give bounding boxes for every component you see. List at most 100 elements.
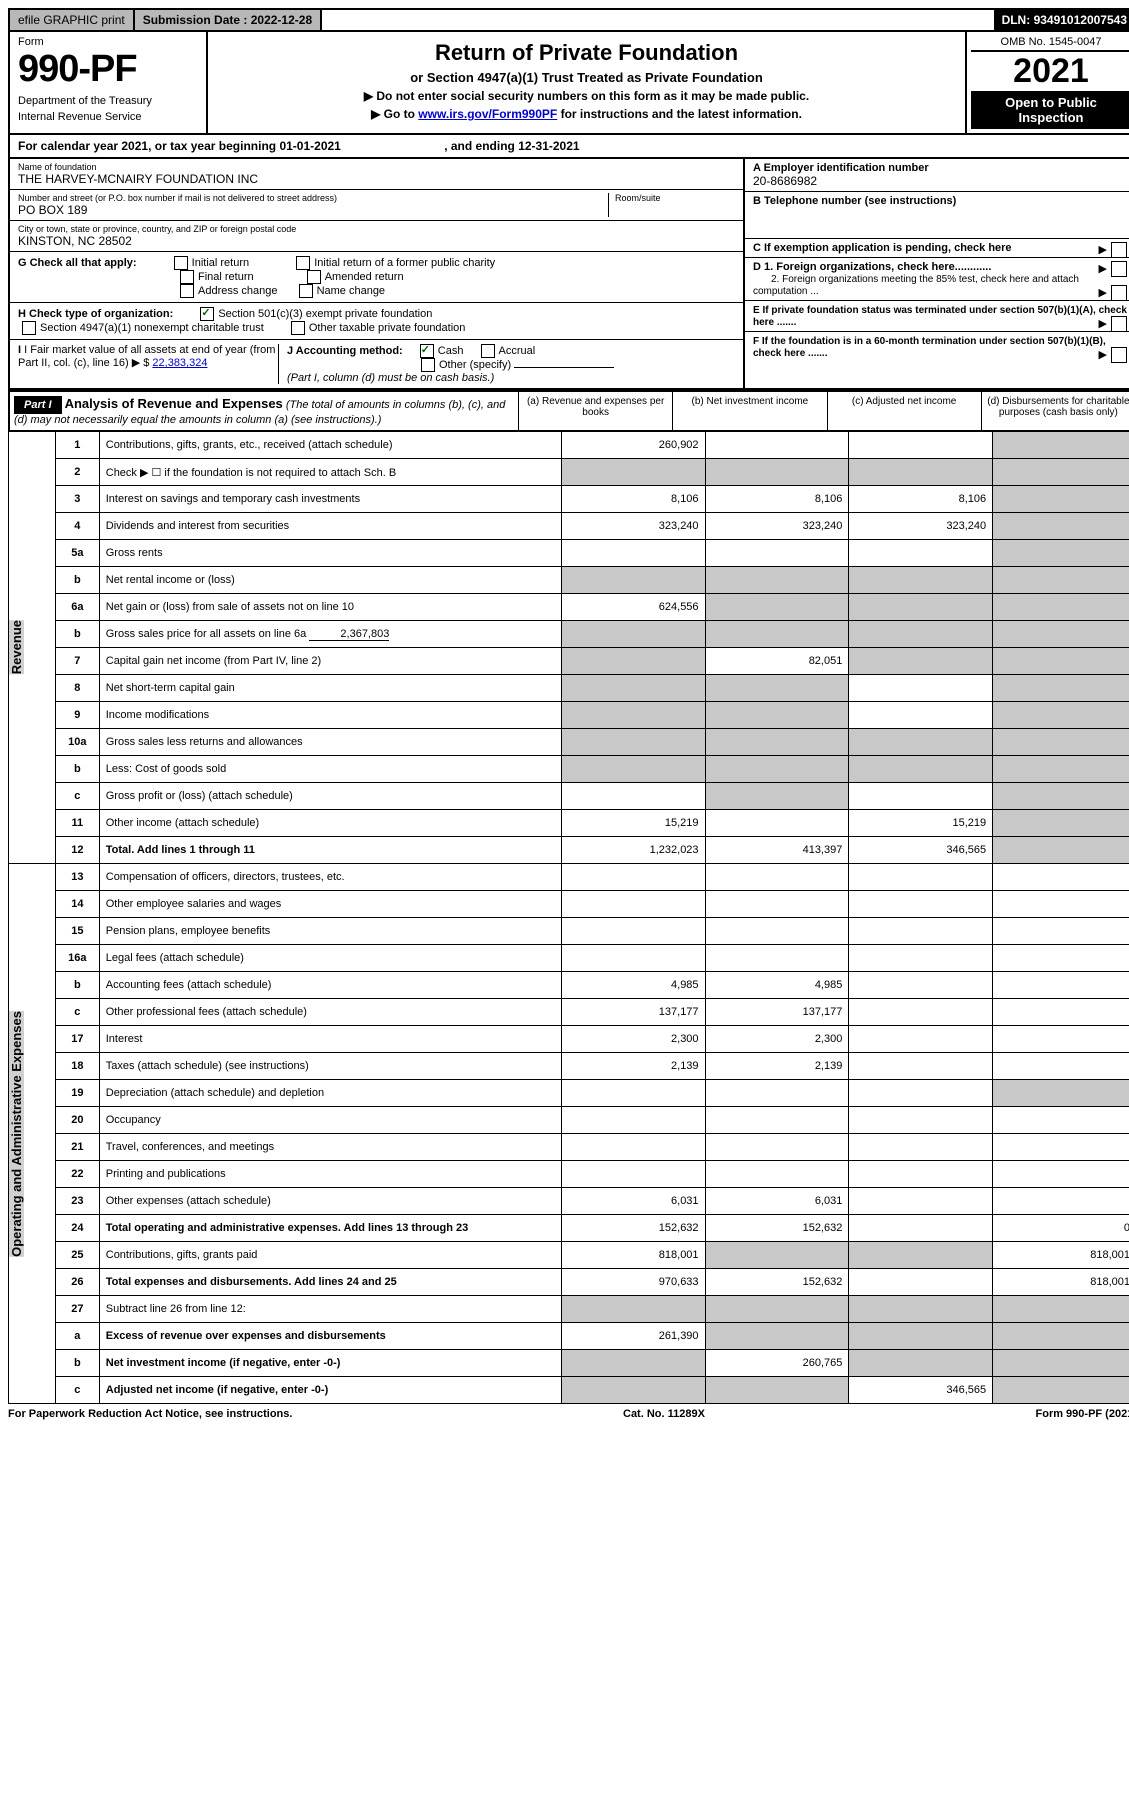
part1-badge: Part I (14, 396, 62, 414)
g-label: G Check all that apply: (18, 257, 137, 269)
amount-a (561, 1296, 705, 1323)
room-label: Room/suite (615, 193, 735, 203)
name-change-checkbox[interactable] (299, 284, 313, 298)
h-check-row: H Check type of organization: Section 50… (10, 303, 743, 340)
info-grid: Name of foundation THE HARVEY-MCNAIRY FO… (8, 159, 1129, 390)
amount-c (849, 783, 993, 810)
amount-d (993, 621, 1129, 648)
line-number: 8 (55, 675, 99, 702)
efile-print-button[interactable]: efile GRAPHIC print (10, 10, 135, 30)
tel-cell: B Telephone number (see instructions) (745, 192, 1129, 239)
line-number: 19 (55, 1080, 99, 1107)
fmv-link[interactable]: 22,383,324 (152, 357, 207, 369)
accrual-checkbox[interactable] (481, 344, 495, 358)
amount-b (705, 675, 849, 702)
line-description: Net rental income or (loss) (99, 567, 561, 594)
c-checkbox[interactable] (1111, 242, 1127, 258)
amount-d (993, 999, 1129, 1026)
line-number: 10a (55, 729, 99, 756)
line-description: Total expenses and disbursements. Add li… (99, 1269, 561, 1296)
table-row: 23Other expenses (attach schedule)6,0316… (9, 1188, 1129, 1215)
h-opt-1: Section 4947(a)(1) nonexempt charitable … (40, 322, 264, 334)
dln-label: DLN: (1002, 13, 1034, 27)
amount-d (993, 783, 1129, 810)
d1-checkbox[interactable] (1111, 261, 1127, 277)
initial-return-checkbox[interactable] (174, 256, 188, 270)
amount-b (705, 1107, 849, 1134)
col-d-header: (d) Disbursements for charitable purpose… (981, 392, 1129, 430)
line-description: Contributions, gifts, grants, etc., rece… (99, 432, 561, 459)
goto-post: for instructions and the latest informat… (557, 107, 802, 121)
amount-b: 2,300 (705, 1026, 849, 1053)
amount-c (849, 972, 993, 999)
irs-link[interactable]: www.irs.gov/Form990PF (418, 107, 557, 121)
amount-a: 261,390 (561, 1323, 705, 1350)
address-change-checkbox[interactable] (180, 284, 194, 298)
4947-checkbox[interactable] (22, 321, 36, 335)
ein-value: 20-8686982 (753, 174, 1127, 188)
amended-return-checkbox[interactable] (307, 270, 321, 284)
amount-a: 6,031 (561, 1188, 705, 1215)
cash-checkbox[interactable] (420, 344, 434, 358)
amount-b: 137,177 (705, 999, 849, 1026)
line-description: Capital gain net income (from Part IV, l… (99, 648, 561, 675)
line-description: Accounting fees (attach schedule) (99, 972, 561, 999)
line-number: b (55, 567, 99, 594)
line-description: Contributions, gifts, grants paid (99, 1242, 561, 1269)
e-checkbox[interactable] (1111, 316, 1127, 332)
amount-a (561, 540, 705, 567)
amount-b (705, 1323, 849, 1350)
501c3-checkbox[interactable] (200, 307, 214, 321)
calendar-year-row: For calendar year 2021, or tax year begi… (8, 135, 1129, 159)
line-description: Gross sales price for all assets on line… (99, 621, 561, 648)
g-opt-2: Address change (198, 285, 278, 297)
amount-c (849, 675, 993, 702)
amount-a (561, 675, 705, 702)
h-opt-2: Other taxable private foundation (309, 322, 466, 334)
amount-a (561, 567, 705, 594)
ein-cell: A Employer identification number 20-8686… (745, 159, 1129, 192)
amount-b (705, 783, 849, 810)
initial-former-checkbox[interactable] (296, 256, 310, 270)
amount-b (705, 1080, 849, 1107)
amount-b (705, 918, 849, 945)
foundation-name: THE HARVEY-MCNAIRY FOUNDATION INC (18, 172, 735, 186)
line-number: b (55, 621, 99, 648)
amount-d (993, 837, 1129, 864)
table-row: 14Other employee salaries and wages (9, 891, 1129, 918)
tax-year: 2021 (971, 52, 1129, 91)
j-label: J Accounting method: (287, 345, 403, 357)
table-row: cGross profit or (loss) (attach schedule… (9, 783, 1129, 810)
line-number: 7 (55, 648, 99, 675)
info-right: A Employer identification number 20-8686… (743, 159, 1129, 388)
d2-checkbox[interactable] (1111, 285, 1127, 301)
line-description: Other income (attach schedule) (99, 810, 561, 837)
amount-a (561, 702, 705, 729)
d2-label: 2. Foreign organizations meeting the 85%… (753, 274, 1079, 297)
col-b-header: (b) Net investment income (672, 392, 826, 430)
table-row: 4Dividends and interest from securities3… (9, 513, 1129, 540)
f-checkbox[interactable] (1111, 347, 1127, 363)
amount-c (849, 1269, 993, 1296)
amount-c (849, 567, 993, 594)
amount-b (705, 1134, 849, 1161)
line-description: Subtract line 26 from line 12: (99, 1296, 561, 1323)
line-description: Check ▶ ☐ if the foundation is not requi… (99, 459, 561, 486)
line-description: Less: Cost of goods sold (99, 756, 561, 783)
final-return-checkbox[interactable] (180, 270, 194, 284)
calyear-mid: , and ending (444, 139, 518, 153)
open-to-public: Open to Public Inspection (971, 91, 1129, 129)
other-method-checkbox[interactable] (421, 358, 435, 372)
amount-c (849, 621, 993, 648)
line-number: 26 (55, 1269, 99, 1296)
open-line1: Open to Public (1005, 95, 1097, 110)
h-label: H Check type of organization: (18, 308, 173, 320)
amount-d (993, 594, 1129, 621)
amount-a (561, 459, 705, 486)
table-row: 22Printing and publications (9, 1161, 1129, 1188)
amount-c (849, 1161, 993, 1188)
other-taxable-checkbox[interactable] (291, 321, 305, 335)
amount-b (705, 810, 849, 837)
amount-d (993, 648, 1129, 675)
amount-b: 8,106 (705, 486, 849, 513)
